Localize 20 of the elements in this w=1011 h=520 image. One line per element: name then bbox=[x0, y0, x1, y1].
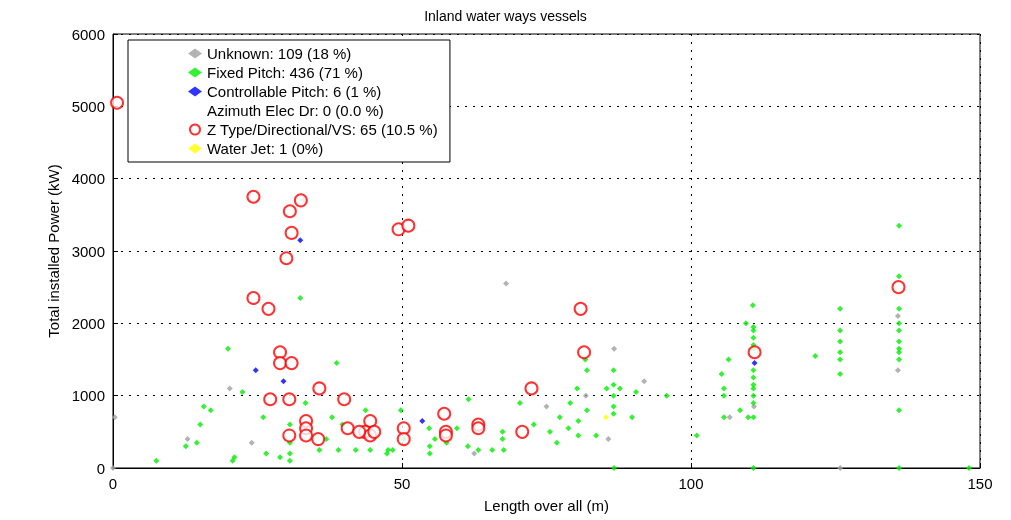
x-tick-label: 0 bbox=[108, 475, 118, 492]
x-tick-label: 100 bbox=[678, 475, 704, 492]
y-tick-label: 2000 bbox=[71, 314, 105, 332]
chart-title: Inland water ways vessels bbox=[424, 8, 587, 24]
x-tick-label: 50 bbox=[393, 475, 411, 492]
text: Azimuth Elec Dr: 0 (0.0 %) bbox=[207, 102, 384, 119]
x-tick-label: 150 bbox=[967, 475, 993, 492]
y-tick-label: 6000 bbox=[71, 25, 105, 43]
y-tick-label: 3000 bbox=[71, 242, 105, 260]
y-tick-label: 1000 bbox=[71, 387, 105, 405]
legend-label: Controllable Pitch: 6 (1 %) bbox=[207, 83, 382, 100]
legend-label: Unknown: 109 (18 %) bbox=[207, 45, 352, 62]
legend-label: Water Jet: 1 (0%) bbox=[207, 140, 324, 157]
y-tick-label: 5000 bbox=[71, 97, 105, 115]
y-tick-label: 0 bbox=[96, 459, 105, 477]
y-axis-title: Total installed Power (kW) bbox=[44, 164, 62, 338]
legend-label: Z Type/Directional/VS: 65 (10.5 %) bbox=[207, 121, 438, 138]
y-tick-label: 4000 bbox=[71, 170, 105, 188]
legend-label: Fixed Pitch: 436 (71 %) bbox=[207, 64, 363, 81]
x-axis-title: Length over all (m) bbox=[483, 497, 610, 514]
